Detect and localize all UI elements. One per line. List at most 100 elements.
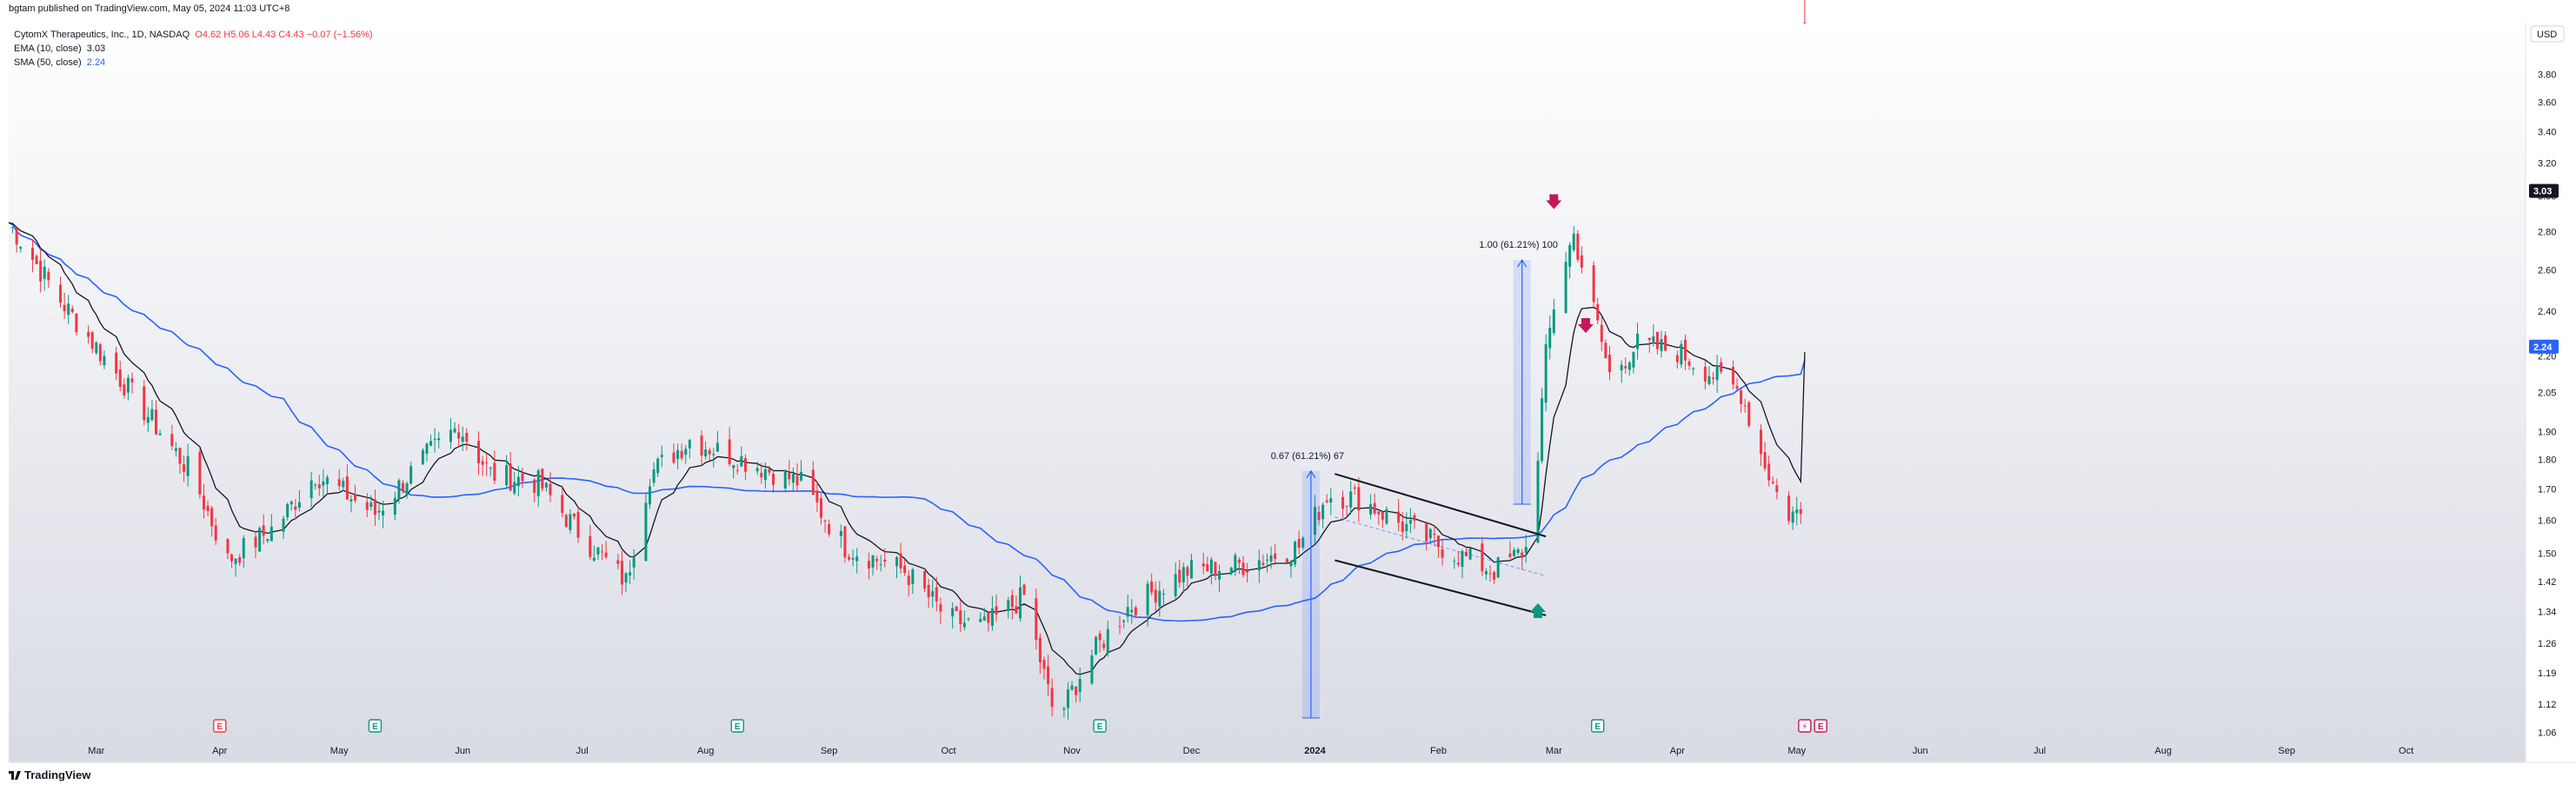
candle-body [75,313,78,333]
candle-body [254,536,257,548]
candle-body [800,471,803,481]
candle-body [1186,567,1189,576]
candle-body [90,332,94,349]
ema-label[interactable]: EMA (10, close) [14,43,82,54]
candle-body [1544,343,1548,403]
candle-body [712,454,716,456]
candle-body [1042,659,1046,669]
candle-body [672,452,676,463]
candle-body [536,470,540,496]
candle-body [1102,643,1106,648]
candle-body [262,525,265,536]
candle-body [1246,570,1249,573]
candle-body [115,352,118,374]
candle-body [1576,233,1580,260]
candle-body [629,572,632,576]
candle-body [1683,339,1687,361]
candle-body [1604,342,1608,359]
candle-body [178,448,182,464]
candle-body [1496,557,1500,578]
candle-body [67,303,70,316]
candle-body [1301,537,1305,548]
candle-body [349,499,353,502]
earnings-event-icon[interactable] [1093,719,1107,733]
ema-value: 3.03 [86,43,106,54]
candle-body [1261,562,1265,565]
candle-body [1122,621,1126,622]
candle-body [1050,688,1054,708]
candle-body [1070,685,1074,690]
candle-body [286,503,290,518]
candle-body [819,498,822,518]
channel-upper-line[interactable] [1335,473,1547,538]
candle-body [716,442,719,452]
candle-body [1521,552,1524,558]
earnings-event-icon[interactable] [213,719,227,733]
candle-body [1353,487,1356,489]
candle-body [1703,366,1707,382]
candle-body [1481,543,1484,572]
channel-lower-line[interactable] [1335,559,1547,616]
candle-body [740,456,743,467]
y-tick-label: 3.60 [2538,97,2556,108]
currency-badge[interactable] [2530,25,2565,43]
candle-body [1154,589,1157,603]
sma-label[interactable]: SMA (50, close) [14,57,82,68]
candle-body [1632,351,1635,368]
candle-body [1018,587,1022,619]
candle-body [1130,609,1134,612]
measure-box-2-label: 1.00 (61.21%) 100 [1479,240,1558,250]
candle-body [242,538,245,559]
candle-body [1647,337,1651,341]
candle-body [923,570,927,589]
candle-body [1038,637,1042,662]
candle-body [1743,405,1747,407]
candle-body [1428,529,1432,539]
candle-body [1712,377,1715,379]
candle-body [601,551,604,553]
x-tick-label: 2024 [1304,746,1326,756]
earnings-event-icon[interactable] [730,719,744,733]
candle-body [1568,244,1572,267]
candle-body [1600,324,1603,342]
candle-body [198,451,202,495]
earnings-event-icon[interactable] [1798,719,1812,733]
candle-body [210,508,214,527]
candle-body [130,378,134,382]
candle-body [1405,523,1408,532]
candle-body [98,344,102,362]
earnings-event-icon[interactable] [1590,719,1605,733]
earnings-event-icon[interactable] [368,719,383,733]
candle-body [505,465,509,486]
candle-body [564,515,568,527]
candle-body [103,356,106,366]
candle-body [310,480,313,499]
candle-body [1580,255,1583,268]
candle-body [230,554,234,562]
candle-body [1015,606,1018,614]
candle-body [883,559,887,562]
symbol-title[interactable]: CytomX Therapeutics, Inc., 1D, NASDAQ [14,30,190,40]
candle-body [226,539,230,554]
candle-body [1218,570,1221,580]
candle-body [1453,561,1456,562]
candle-body [516,476,520,486]
candle-body [648,486,651,505]
x-tick-label: Aug [2154,746,2172,756]
candle-body [1636,333,1640,349]
candle-body [150,409,154,421]
candle-body [1150,581,1154,593]
candle-body [1524,547,1528,554]
y-tick-label: 1.50 [2538,549,2556,560]
earnings-event-icon[interactable] [1814,719,1827,733]
candle-body [1775,485,1779,492]
candle-body [620,561,623,585]
tradingview-brand[interactable]: TradingView [24,768,91,781]
candle-body [1075,686,1078,695]
x-tick-label: Nov [1063,746,1081,756]
candle-body [572,513,576,517]
y-tick-label: 1.12 [2538,700,2556,710]
candle-body [1791,511,1794,523]
